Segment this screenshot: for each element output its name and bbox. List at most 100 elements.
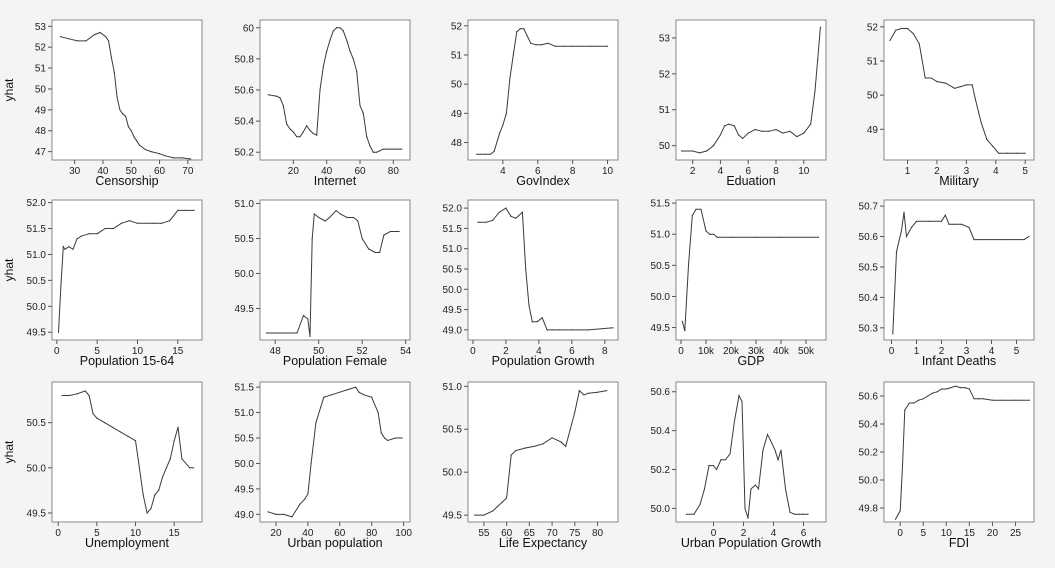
data-point (589, 45, 591, 47)
data-point (899, 510, 901, 512)
y-tick-label: 50 (451, 80, 463, 91)
data-point (796, 136, 798, 138)
data-point (328, 216, 331, 219)
y-tick-label: 50.5 (235, 434, 255, 445)
data-point (819, 26, 822, 28)
data-point (57, 331, 60, 333)
data-point (84, 390, 86, 392)
x-tick-label: 40 (302, 528, 314, 539)
data-point (372, 151, 374, 153)
data-point (780, 449, 782, 451)
data-point (154, 494, 156, 496)
data-point (915, 220, 918, 222)
data-point (282, 104, 284, 107)
data-point (798, 513, 800, 515)
data-point (377, 411, 379, 414)
data-point (161, 476, 164, 478)
data-point (941, 388, 943, 390)
plot-frame (467, 381, 619, 523)
data-point (313, 213, 315, 215)
y-tick-label: 50.0 (443, 285, 463, 296)
data-point (93, 34, 96, 36)
y-tick-label: 51.0 (235, 408, 255, 419)
y-tick-label: 52.0 (27, 198, 47, 209)
x-tick-label: 2 (741, 528, 747, 539)
data-point (747, 132, 749, 134)
data-point (366, 136, 368, 138)
data-point (276, 95, 278, 97)
data-point (964, 387, 966, 389)
data-point (498, 133, 500, 135)
data-point (814, 91, 816, 93)
data-point (379, 150, 381, 152)
data-point (274, 332, 276, 334)
data-point (483, 514, 485, 516)
data-point (728, 123, 730, 125)
x-tick-label: 4 (500, 166, 506, 177)
x-tick-label: 2 (934, 166, 940, 177)
data-point (267, 94, 269, 96)
data-point (729, 453, 731, 455)
data-point (110, 57, 113, 59)
data-point (524, 447, 526, 449)
y-tick-label: 49.5 (651, 323, 671, 334)
data-point (291, 516, 293, 518)
data-point (724, 125, 726, 127)
data-point (918, 399, 920, 401)
data-point (113, 71, 115, 73)
data-point (139, 144, 141, 146)
data-point (383, 437, 386, 439)
x-tick-label: 50 (313, 346, 325, 357)
data-point (265, 332, 268, 334)
data-point (387, 439, 389, 442)
y-tick-label: 50.7 (859, 202, 879, 213)
data-point (401, 437, 403, 439)
data-point (275, 513, 277, 515)
x-tick-label: 1 (905, 166, 911, 177)
data-point (974, 97, 976, 100)
data-point (715, 468, 718, 471)
data-point (484, 153, 487, 155)
data-point (560, 441, 562, 443)
x-axis-label: Urban population (287, 536, 382, 550)
data-point (307, 318, 309, 320)
data-point (693, 513, 695, 515)
plot-frame (883, 19, 1035, 161)
data-point (181, 458, 183, 460)
y-tick-label: 60 (243, 23, 255, 34)
data-point (355, 386, 357, 388)
data-point (521, 211, 523, 213)
x-tick-label: 2 (690, 166, 696, 177)
data-point (392, 148, 394, 150)
data-point (161, 222, 163, 224)
data-point (982, 398, 984, 400)
data-point (769, 439, 772, 441)
data-point (181, 157, 183, 159)
data-point (775, 128, 777, 131)
x-tick-label: 54 (400, 346, 412, 357)
data-point (515, 450, 517, 452)
y-tick-label: 52 (35, 43, 47, 54)
y-tick-label: 50.0 (651, 292, 671, 303)
data-point (973, 238, 975, 241)
data-point (357, 220, 359, 222)
data-point (304, 498, 306, 500)
data-point (322, 66, 324, 68)
y-tick-label: 51 (867, 56, 879, 67)
data-point (286, 123, 288, 125)
y-tick-label: 52.0 (443, 204, 463, 215)
data-point (708, 465, 710, 467)
data-point (506, 497, 508, 499)
data-point (64, 248, 66, 250)
y-tick-label: 50.0 (651, 504, 671, 515)
data-point (744, 507, 746, 509)
data-point (292, 131, 294, 133)
data-point (120, 222, 122, 224)
